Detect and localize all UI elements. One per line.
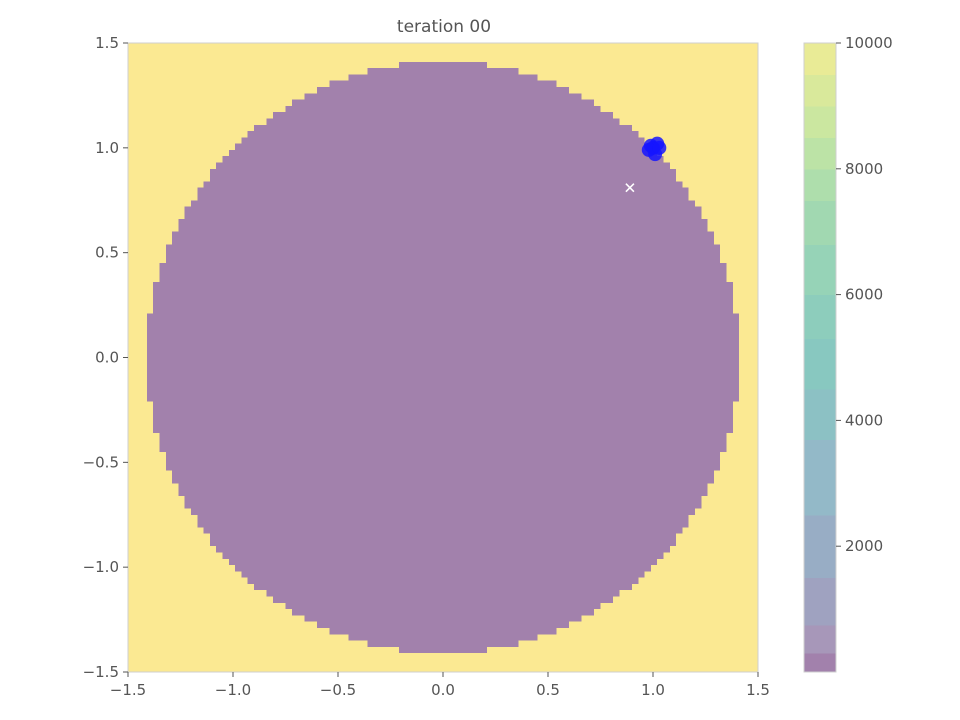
y-tick-label: 1.5 <box>95 34 119 52</box>
x-tick-label: 1.5 <box>746 681 770 699</box>
colorbar-band <box>804 137 836 170</box>
x-tick-label: 1.0 <box>641 681 665 699</box>
y-tick-label: 0.5 <box>95 244 119 262</box>
x-marker <box>625 183 635 193</box>
colorbar-band <box>804 105 836 138</box>
colorbar-band <box>804 653 836 673</box>
colorbar-band <box>804 624 836 654</box>
x-axis: −1.5 −1.0 −0.5 0.0 0.5 1.0 1.5 <box>110 672 770 699</box>
colorbar-frame <box>803 42 837 673</box>
x-tick-label: −1.5 <box>110 681 146 699</box>
y-tick-label: −1.0 <box>83 558 119 576</box>
colorbar-tick-label: 10000 <box>845 34 893 52</box>
colorbar-band <box>804 168 836 201</box>
colorbar-band <box>804 74 836 107</box>
colorbar: 2000 4000 6000 8000 10000 <box>803 34 893 673</box>
scatter-point <box>641 142 656 157</box>
colorbar-tick-label: 8000 <box>845 160 883 178</box>
colorbar-band <box>804 514 836 579</box>
y-tick-label: −0.5 <box>83 453 119 471</box>
y-axis: 1.5 1.0 0.5 0.0 −0.5 −1.0 −1.5 <box>83 34 128 681</box>
y-tick-label: −1.5 <box>83 663 119 681</box>
y-tick-label: 0.0 <box>95 349 119 367</box>
colorbar-band <box>804 338 836 390</box>
colorbar-tick-label: 2000 <box>845 537 883 555</box>
colorbar-band <box>804 244 836 296</box>
colorbar-band <box>804 439 836 516</box>
heatmap-disk-region <box>146 61 740 654</box>
colorbar-band <box>804 200 836 245</box>
colorbar-band <box>804 43 836 75</box>
x-tick-label: 0.5 <box>536 681 560 699</box>
colorbar-tick-label: 4000 <box>845 411 883 429</box>
colorbar-band <box>804 294 836 340</box>
colorbar-band <box>804 577 836 626</box>
y-tick-label: 1.0 <box>95 139 119 157</box>
colorbar-tick-label: 6000 <box>845 286 883 304</box>
x-tick-label: −1.0 <box>215 681 251 699</box>
chart-title: teration 00 <box>397 17 491 37</box>
scatter-point <box>652 140 667 155</box>
scatter-points <box>641 136 667 162</box>
plot-area <box>127 42 759 673</box>
marker-stroke <box>625 183 635 193</box>
x-tick-label: −0.5 <box>320 681 356 699</box>
colorbar-band <box>804 388 836 440</box>
x-tick-label: 0.0 <box>431 681 455 699</box>
